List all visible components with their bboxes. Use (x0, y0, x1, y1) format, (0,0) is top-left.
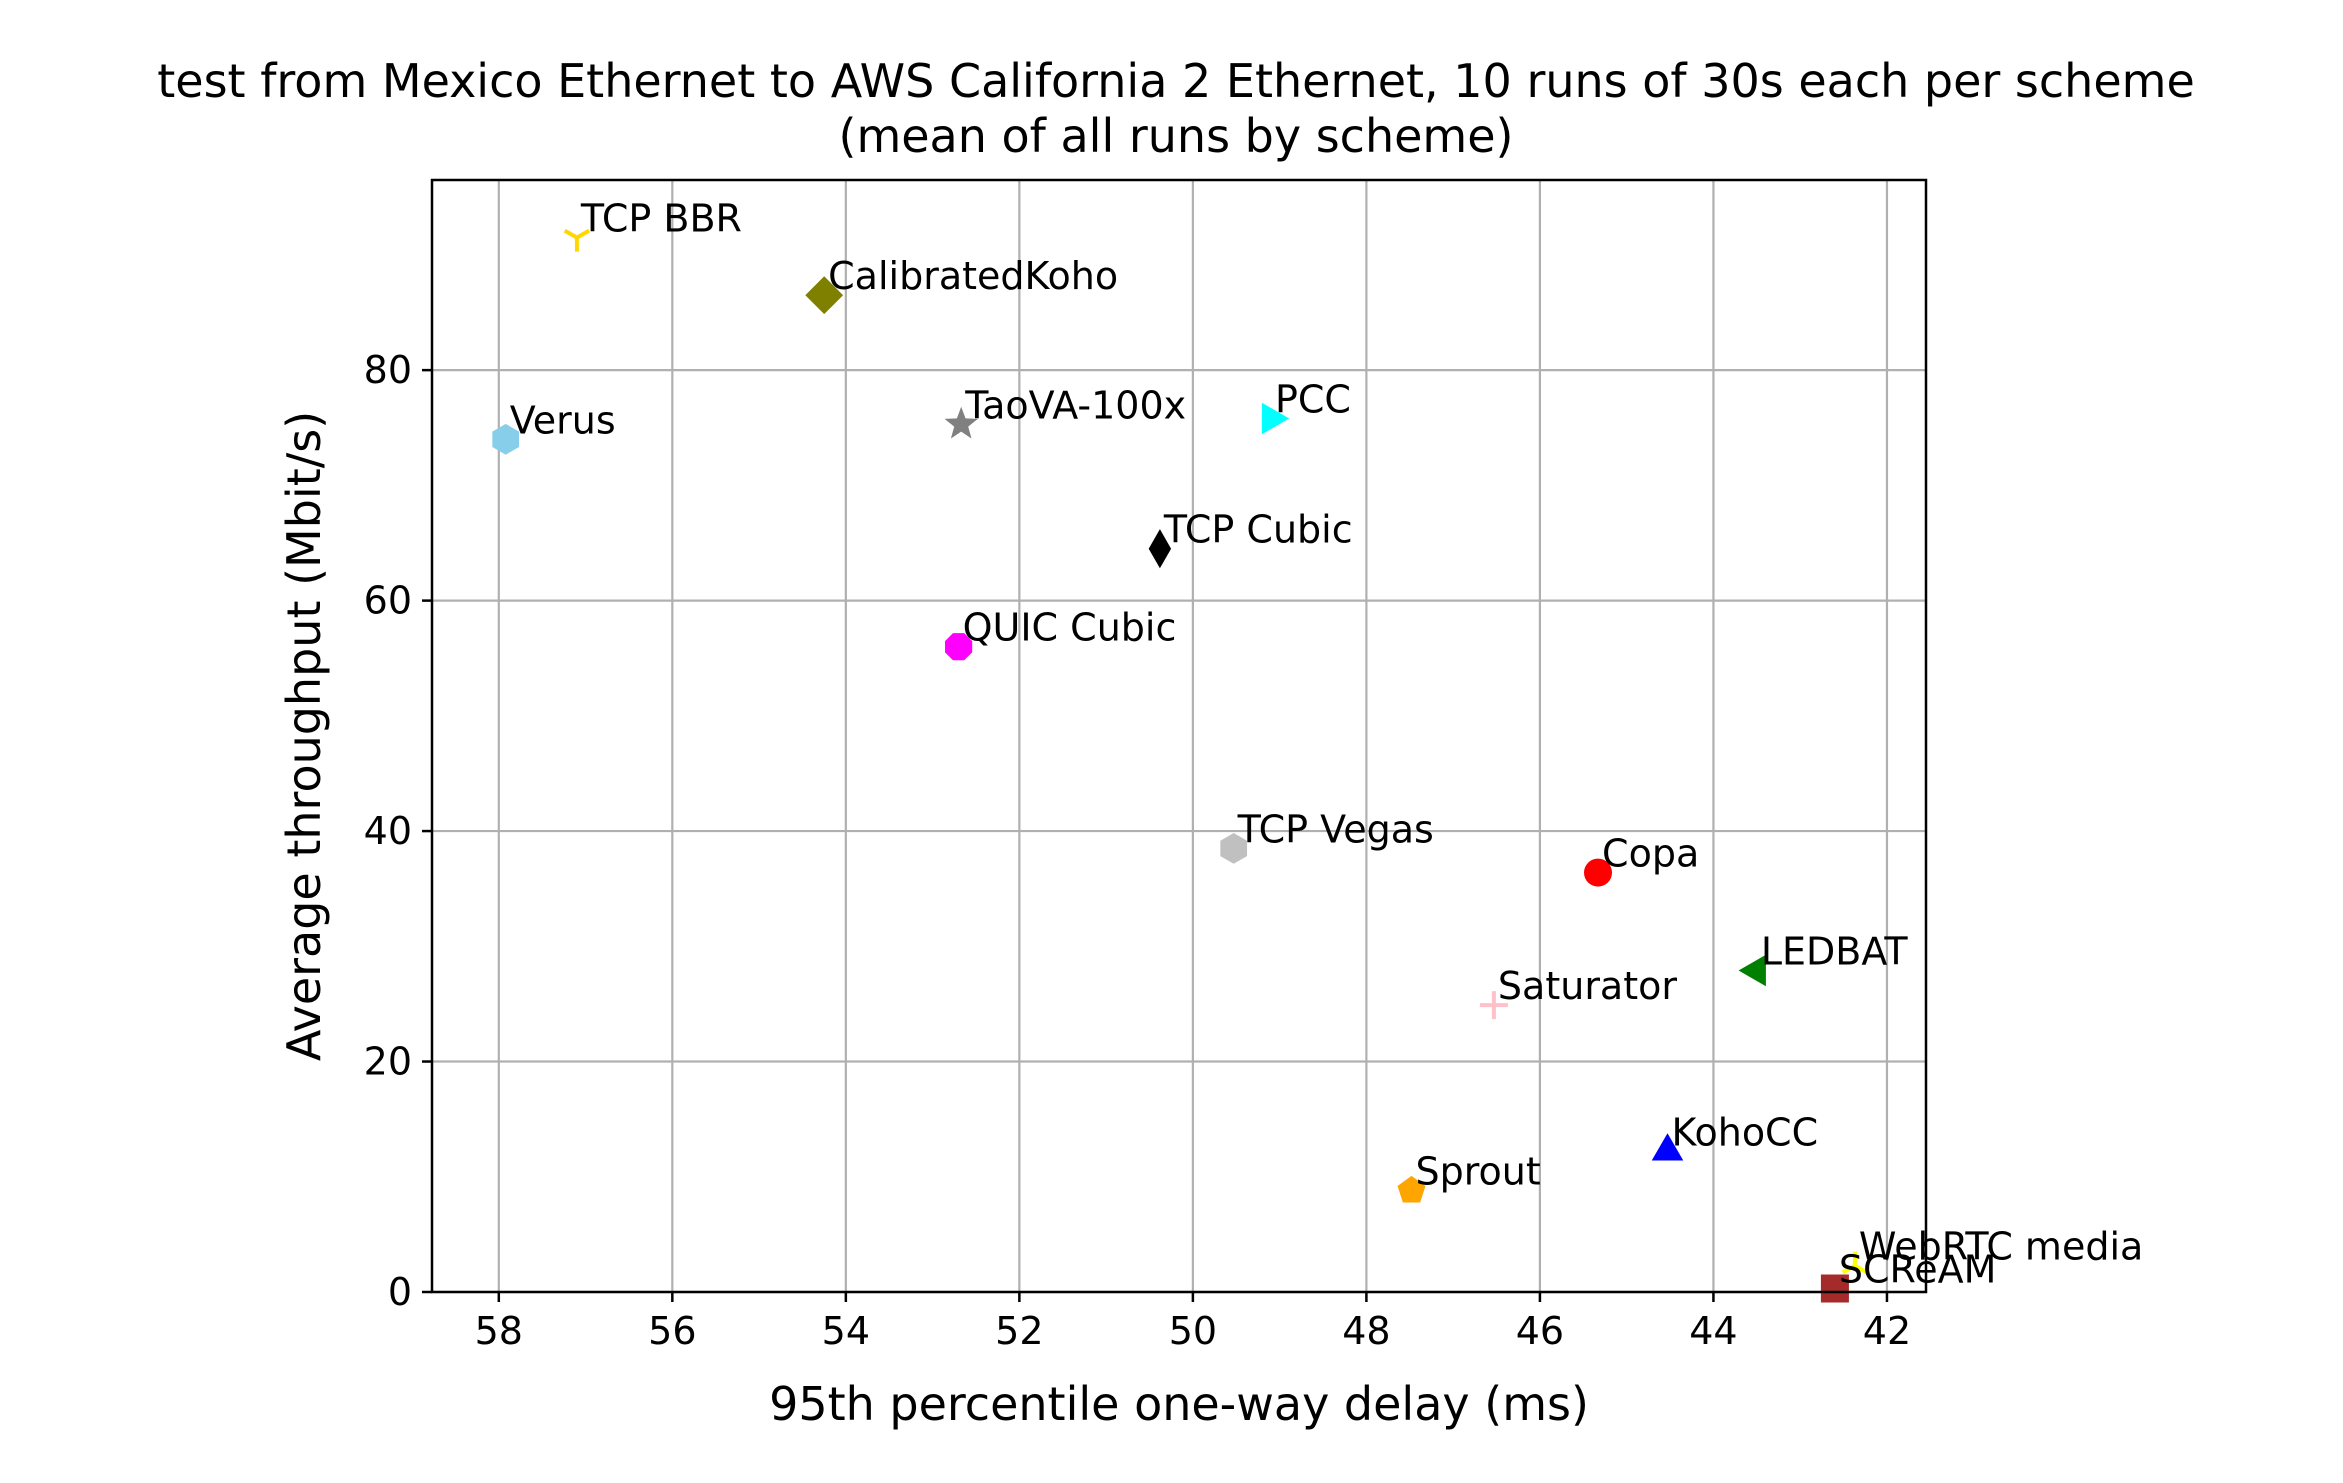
data-point (945, 633, 973, 661)
data-point (563, 228, 591, 252)
x-axis-label: 95th percentile one-way delay (ms) (769, 1377, 1589, 1431)
data-point (1651, 1133, 1684, 1161)
point-label: TCP BBR (580, 197, 742, 241)
hexagon-marker (1220, 833, 1248, 864)
data-point (1220, 833, 1248, 864)
x-tick-label: 54 (822, 1309, 870, 1353)
x-tick-label: 44 (1689, 1309, 1737, 1353)
triangle-up-marker (1651, 1133, 1684, 1161)
pentagon-marker (1397, 1175, 1426, 1203)
y-tick-label: 20 (364, 1040, 412, 1084)
grid-layer (432, 180, 1926, 1294)
diamond-marker (805, 276, 844, 315)
tri-up-marker (1841, 1251, 1869, 1275)
data-point (1261, 402, 1290, 435)
plus-marker (1479, 991, 1508, 1020)
point-label: Sprout (1416, 1150, 1541, 1194)
data-point (1841, 1251, 1869, 1275)
tick-layer: 58 56 54 52 50 48 46 44 42 0 20 40 60 80 (364, 348, 1911, 1353)
y-tick-label: 80 (364, 348, 412, 392)
y-axis-label: Average throughput (Mbit/s) (277, 411, 331, 1061)
triangle-right-marker (1261, 402, 1290, 435)
data-point (1479, 991, 1508, 1020)
point-label: QUIC Cubic (963, 606, 1177, 650)
tri-down-marker (563, 228, 591, 252)
data-point (1397, 1175, 1426, 1203)
octagon-marker (945, 633, 973, 661)
point-label: LEDBAT (1761, 929, 1909, 973)
point-label: PCC (1275, 378, 1351, 422)
x-tick-label: 42 (1863, 1309, 1911, 1353)
point-label: Saturator (1498, 964, 1677, 1008)
square-marker (1820, 1274, 1849, 1303)
chart-title: test from Mexico Ethernet to AWS Califor… (157, 54, 2195, 108)
point-label: CalibratedKoho (828, 254, 1118, 298)
point-label: WebRTC media (1859, 1224, 2143, 1268)
chart-subtitle: (mean of all runs by scheme) (839, 109, 1514, 163)
x-tick-label: 50 (1169, 1309, 1217, 1353)
point-label: Verus (510, 398, 616, 442)
thin-diamond-marker (1148, 529, 1172, 569)
point-label: TCP Cubic (1163, 508, 1353, 552)
data-point (492, 423, 520, 455)
x-tick-label: 46 (1516, 1309, 1564, 1353)
x-tick-label: 56 (648, 1309, 696, 1353)
x-tick-label: 48 (1342, 1309, 1390, 1353)
point-label: Copa (1602, 832, 1699, 876)
triangle-left-marker (1738, 954, 1766, 987)
y-tick-label: 40 (364, 809, 412, 853)
x-tick-label: 58 (475, 1309, 523, 1353)
circle-marker (1584, 858, 1612, 887)
data-point (805, 276, 844, 315)
y-tick-label: 60 (364, 579, 412, 623)
point-layer: TCP BBR CalibratedKoho Verus TaoVA-100x PCC T… (492, 197, 2143, 1303)
data-point (1584, 858, 1612, 887)
data-point (1820, 1274, 1849, 1303)
data-point (1148, 529, 1172, 569)
point-label: KohoCC (1671, 1110, 1818, 1154)
x-tick-label: 52 (995, 1309, 1043, 1353)
y-tick-label: 0 (388, 1270, 412, 1314)
data-point (944, 406, 978, 439)
data-point (1738, 954, 1766, 987)
point-label: SCReAM (1839, 1248, 1997, 1292)
hexagon-marker (492, 423, 520, 455)
point-label: TaoVA-100x (964, 383, 1186, 427)
point-label: TCP Vegas (1237, 807, 1434, 851)
star-marker (944, 406, 978, 439)
plot-frame (430, 178, 1928, 1294)
